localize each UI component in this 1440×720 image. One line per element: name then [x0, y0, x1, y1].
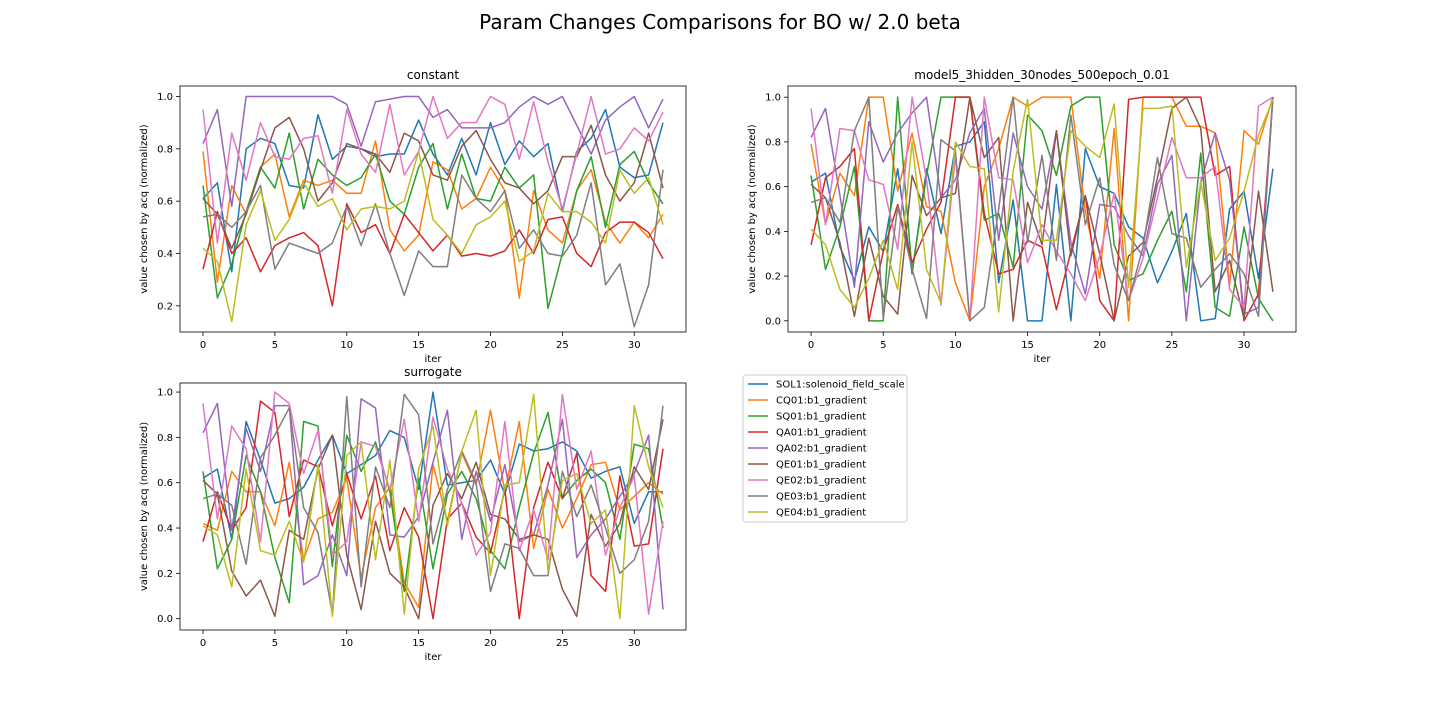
legend-label: QE04:b1_gradient — [776, 508, 866, 519]
series-line-model5-4 — [810, 96, 1274, 322]
axes-frame — [179, 85, 687, 333]
series-line-constant-2 — [202, 140, 664, 299]
subplot-constant: 0 5 10 15 20 25 30 0.2 0.4 0.6 0.8 1.0 constant iter v… — [139, 68, 687, 365]
x-tick-label: 5 — [880, 340, 886, 351]
series-line-model5-3 — [810, 96, 1274, 322]
x-tick-label: 30 — [628, 638, 641, 649]
y-tick-label: 0.8 — [157, 144, 173, 155]
series-line-constant-4 — [202, 203, 664, 307]
series-line-model5-8 — [810, 96, 1274, 322]
figure-title: Param Changes Comparisons for BO w/ 2.0 … — [479, 10, 961, 34]
x-tick-label: 20 — [484, 340, 497, 351]
x-tick-label: 10 — [340, 638, 353, 649]
legend-label: SOL1:solenoid_field_scale — [776, 380, 905, 391]
legend: SOL1:solenoid_field_scale CQ01:b1_gradien… — [742, 374, 908, 523]
series-line-model5-7 — [810, 96, 1274, 322]
y-tick-label: 1.0 — [157, 92, 173, 103]
series-line-model5-6 — [810, 96, 1274, 322]
y-axis-label: value chosen by acq (normalized) — [747, 124, 758, 293]
legend-label: QE02:b1_gradient — [776, 476, 866, 487]
series-line-model5-9 — [810, 98, 1274, 313]
legend-label: QA02:b1_gradient — [776, 444, 867, 455]
x-tick-label: 20 — [1093, 340, 1106, 351]
y-tick-label: 0.2 — [765, 272, 781, 283]
x-tick-label: 0 — [808, 340, 814, 351]
x-tick-label: 15 — [412, 638, 425, 649]
x-tick-label: 25 — [556, 638, 569, 649]
x-tick-label: 20 — [484, 638, 497, 649]
x-tick-label: 10 — [340, 340, 353, 351]
series-line-surrogate-5 — [202, 398, 664, 610]
legend-box — [742, 374, 908, 523]
y-axis-label: value chosen by acq (normalized) — [139, 422, 150, 591]
x-tick-label: 10 — [949, 340, 962, 351]
y-tick-label: 0.0 — [765, 316, 781, 327]
axes-frame — [787, 85, 1297, 333]
series-line-surrogate-9 — [202, 393, 664, 620]
subplot-title: model5_3hidden_30nodes_500epoch_0.01 — [914, 68, 1169, 82]
x-tick-label: 30 — [1238, 340, 1251, 351]
x-axis-label: iter — [1034, 354, 1052, 365]
y-tick-label: 0.6 — [157, 478, 173, 489]
y-tick-label: 0.0 — [157, 614, 173, 625]
series-line-constant-5 — [202, 95, 664, 208]
x-tick-label: 25 — [556, 340, 569, 351]
y-tick-label: 0.4 — [157, 524, 173, 535]
x-tick-label: 15 — [412, 340, 425, 351]
legend-label: CQ01:b1_gradient — [776, 396, 867, 407]
y-tick-label: 0.4 — [765, 227, 781, 238]
series-line-surrogate-6 — [202, 419, 664, 620]
y-tick-label: 0.6 — [157, 197, 173, 208]
subplot-surrogate: 0 5 10 15 20 25 30 0.0 0.2 0.4 0.6 0.8 1.0 surrogate i… — [139, 365, 687, 663]
x-tick-label: 5 — [272, 638, 278, 649]
subplot-title: constant — [407, 68, 459, 82]
series-line-model5-2 — [810, 96, 1274, 322]
series-line-model5-5 — [810, 96, 1274, 322]
series-line-surrogate-4 — [202, 400, 664, 620]
legend-label: QA01:b1_gradient — [776, 428, 867, 439]
y-tick-label: 0.8 — [157, 433, 173, 444]
y-tick-label: 0.2 — [157, 301, 173, 312]
series-line-constant-6 — [202, 116, 664, 250]
y-tick-label: 1.0 — [157, 388, 173, 399]
series-line-constant-9 — [202, 150, 664, 323]
x-tick-label: 30 — [628, 340, 641, 351]
x-axis-label: iter — [425, 354, 443, 365]
y-axis-label: value chosen by acq (normalized) — [139, 124, 150, 293]
subplot-title: surrogate — [404, 365, 462, 379]
x-tick-label: 0 — [200, 638, 206, 649]
series-line-surrogate-8 — [202, 393, 664, 615]
legend-label: QE01:b1_gradient — [776, 460, 866, 471]
series-line-constant-8 — [202, 169, 664, 328]
y-tick-label: 0.8 — [765, 137, 781, 148]
x-tick-label: 15 — [1021, 340, 1034, 351]
x-tick-label: 25 — [1166, 340, 1179, 351]
series-line-surrogate-3 — [202, 411, 664, 604]
x-tick-label: 5 — [272, 340, 278, 351]
x-tick-label: 0 — [200, 340, 206, 351]
subplot-model5: 0 5 10 15 20 25 30 0.0 0.2 0.4 0.6 0.8 1.0 model5_3hi… — [747, 68, 1297, 365]
series-line-constant-3 — [202, 132, 664, 310]
legend-label: SQ01:b1_gradient — [776, 412, 866, 423]
series-line-model5-1 — [810, 121, 1274, 322]
y-tick-label: 0.4 — [157, 249, 173, 260]
x-axis-label: iter — [425, 652, 443, 663]
series-line-surrogate-7 — [202, 391, 664, 615]
y-tick-label: 1.0 — [765, 93, 781, 104]
y-tick-label: 0.6 — [765, 182, 781, 193]
series-line-constant-7 — [202, 95, 664, 244]
y-tick-label: 0.2 — [157, 569, 173, 580]
legend-label: QE03:b1_gradient — [776, 492, 866, 503]
axes-frame — [179, 382, 687, 631]
